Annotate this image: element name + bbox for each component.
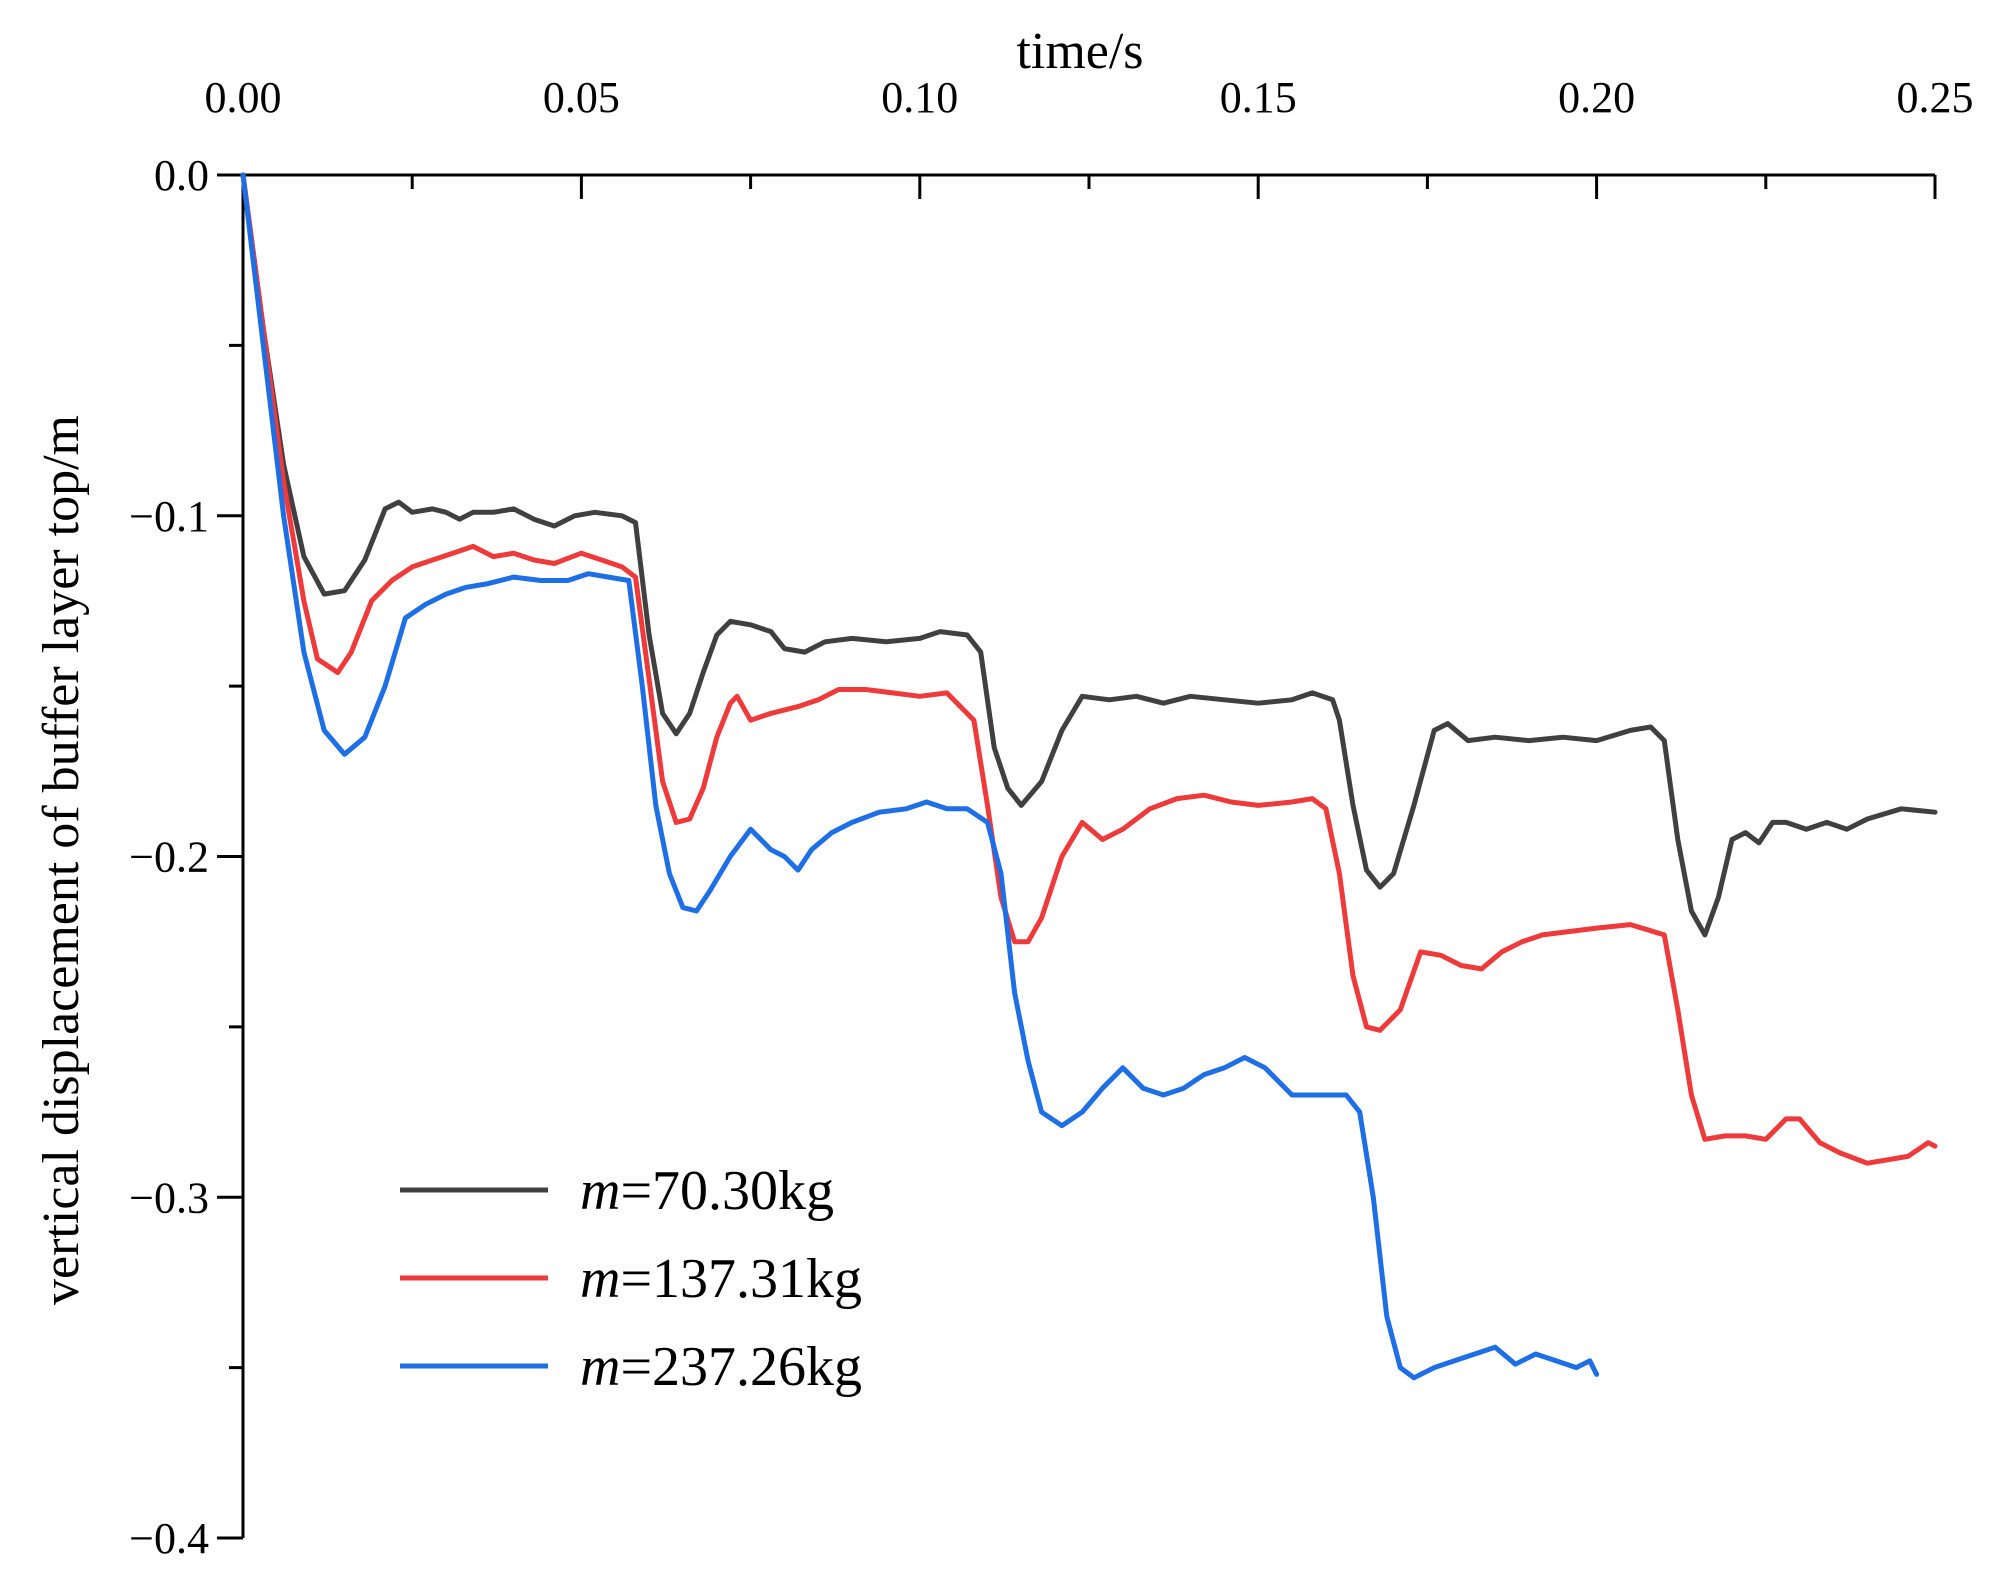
x-axis-title: time/s [1016,23,1143,80]
series-line-2 [240,172,1938,1166]
x-tick-label: 0.10 [881,73,958,122]
legend-value: =137.31kg [620,1248,862,1310]
legend-value: =237.26kg [620,1336,862,1398]
y-tick-label: 0.0 [154,151,209,200]
series-line-3 [240,172,1600,1381]
legend-var: m [580,1336,620,1398]
series-group [240,172,1938,1381]
y-tick-label: −0.2 [129,833,209,882]
legend-var: m [580,1160,620,1222]
x-tick-label: 0.05 [543,73,620,122]
y-tick-label: −0.3 [129,1173,209,1222]
legend-value: =70.30kg [620,1160,834,1222]
y-axis-title: vertical displacement of buffer layer to… [33,415,90,1305]
series-line-1 [240,172,1938,938]
legend-label-2: m=137.31kg [580,1248,862,1310]
legend-var: m [580,1248,620,1310]
legend-label-1: m=70.30kg [580,1160,834,1222]
ticks: 0.00 0.05 0.10 0.15 0.20 0.25 0.0 −0.1 −0.2 −0.3 −… [129,73,1973,1563]
legend-label-3: m=237.26kg [580,1336,862,1398]
x-tick-label: 0.00 [205,73,282,122]
x-tick-label: 0.25 [1897,73,1974,122]
y-tick-label: −0.1 [129,492,209,541]
x-tick-label: 0.15 [1220,73,1297,122]
x-tick-label: 0.20 [1558,73,1635,122]
y-tick-label: −0.4 [129,1514,209,1563]
